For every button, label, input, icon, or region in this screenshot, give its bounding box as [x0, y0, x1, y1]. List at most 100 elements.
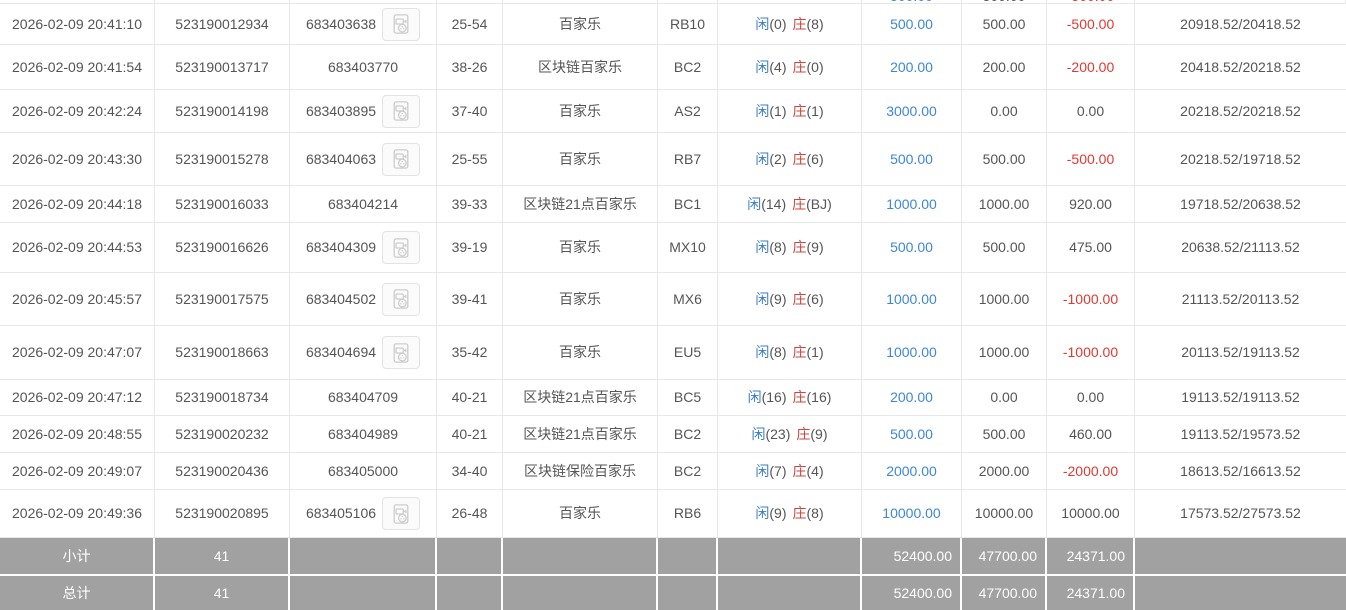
bet-amount-link[interactable]: 200.00	[890, 58, 933, 75]
video-replay-icon	[393, 289, 409, 309]
table-code: MX10	[658, 223, 718, 272]
player-count: (23)	[765, 425, 791, 442]
partial-bet-text: 500.00	[890, 0, 933, 3]
table-row: 2026-02-09 20:44:18 523190016033 6834042…	[0, 186, 1346, 223]
balance-before-after: 20638.52/21113.52	[1181, 239, 1300, 256]
balance-before-after: 18613.52/16613.52	[1180, 462, 1301, 479]
player-banker-score: 闲 (0) 庄 (8)	[718, 4, 862, 44]
bet-time: 2026-02-09 20:49:36	[0, 490, 155, 537]
bet-amount-cell: 200.00	[862, 45, 962, 89]
summary-empty-cell	[503, 538, 658, 574]
order-number: 523190016626	[155, 223, 290, 272]
game-number-cell: 683403638	[290, 4, 437, 44]
video-replay-icon	[393, 149, 409, 169]
valid-amount: 1000.00	[962, 326, 1047, 379]
banker-label: 庄	[792, 344, 807, 361]
player-banker-score: 闲 (9) 庄 (6)	[718, 273, 862, 325]
video-replay-button[interactable]	[382, 497, 421, 530]
game-number: 683404989	[327, 425, 399, 442]
table-row: 2026-02-09 20:47:07 523190018663 6834046…	[0, 326, 1346, 380]
player-banker-score: 闲 (9) 庄 (8)	[718, 490, 862, 537]
game-number-cell: 683405106	[290, 490, 437, 537]
bet-amount-link[interactable]: 500.00	[890, 15, 933, 32]
valid-amount: 500.00	[962, 4, 1047, 44]
partial-cell	[155, 0, 290, 3]
video-replay-button[interactable]	[382, 7, 421, 41]
table-code: BC2	[658, 453, 718, 489]
win-loss-amount: 475.00	[1047, 223, 1135, 272]
player-count: (14)	[761, 195, 787, 212]
banker-count: (6)	[806, 290, 824, 307]
bet-amount-cell: 200.00	[862, 380, 962, 415]
summary-count: 41	[155, 538, 290, 574]
bet-amount-cell: 3000.00	[862, 90, 962, 132]
video-replay-button[interactable]	[382, 94, 421, 128]
player-banker-score: 闲 (7) 庄 (4)	[718, 453, 862, 489]
player-label: 闲	[755, 150, 770, 167]
bet-amount-link[interactable]: 200.00	[890, 389, 933, 406]
video-replay-button[interactable]	[382, 336, 421, 369]
summary-winloss-total: 24371.00	[1047, 538, 1135, 574]
bet-time: 2026-02-09 20:41:10	[0, 4, 155, 44]
video-replay-button[interactable]	[382, 282, 421, 316]
player-count: (16)	[761, 389, 787, 406]
partial-valid-text: 500.00	[983, 0, 1026, 3]
bet-amount-link[interactable]: 500.00	[890, 150, 933, 167]
game-type: 百家乐	[503, 326, 658, 379]
banker-label: 庄	[792, 290, 807, 307]
banker-label: 庄	[792, 102, 807, 119]
bet-amount-link[interactable]: 10000.00	[882, 505, 941, 522]
banker-count: (8)	[806, 505, 824, 522]
game-number: 683405000	[327, 462, 399, 479]
bet-amount-link[interactable]: 500.00	[890, 239, 933, 256]
table-code: EU5	[658, 326, 718, 379]
player-label: 闲	[755, 462, 770, 479]
player-count: (9)	[769, 505, 787, 522]
win-loss-amount: -200.00	[1047, 45, 1135, 89]
video-replay-button[interactable]	[382, 231, 421, 264]
summary-empty-cell	[658, 576, 718, 610]
table-row: 2026-02-09 20:47:12 523190018734 6834047…	[0, 380, 1346, 416]
table-row: 2026-02-09 20:49:07 523190020436 6834050…	[0, 453, 1346, 490]
video-replay-button[interactable]	[382, 142, 421, 176]
bet-time: 2026-02-09 20:42:24	[0, 90, 155, 132]
bet-time: 2026-02-09 20:45:57	[0, 273, 155, 325]
table-row: 2026-02-09 20:41:10 523190012934 6834036…	[0, 4, 1346, 45]
order-number: 523190018663	[155, 326, 290, 379]
video-replay-icon	[393, 342, 409, 363]
bet-amount-link[interactable]: 1000.00	[886, 195, 937, 212]
game-number-cell: 683403770	[290, 45, 437, 89]
partial-cell	[290, 0, 437, 3]
bet-amount-link[interactable]: 500.00	[890, 425, 933, 442]
game-number-cell: 683404502	[290, 273, 437, 325]
bet-amount-link[interactable]: 1000.00	[886, 344, 937, 361]
win-loss-amount: 460.00	[1047, 416, 1135, 452]
game-type: 百家乐	[503, 273, 658, 325]
bet-amount-cell: 10000.00	[862, 490, 962, 537]
bet-amount-cell: 500.00	[862, 416, 962, 452]
order-number: 523190020895	[155, 490, 290, 537]
game-result: 34-40	[437, 453, 503, 489]
bet-amount-cell: 500.00	[862, 223, 962, 272]
banker-count: (16)	[806, 389, 832, 406]
bet-amount-link[interactable]: 3000.00	[886, 102, 937, 119]
banker-count: (BJ)	[806, 195, 832, 212]
player-count: (1)	[769, 102, 787, 119]
partial-cell	[0, 0, 155, 3]
banker-label: 庄	[792, 15, 807, 32]
video-replay-icon	[393, 503, 409, 524]
bet-amount-link[interactable]: 1000.00	[886, 290, 937, 307]
bet-time: 2026-02-09 20:48:55	[0, 416, 155, 452]
table-row: 2026-02-09 20:43:30 523190015278 6834040…	[0, 133, 1346, 186]
player-banker-score: 闲 (4) 庄 (0)	[718, 45, 862, 89]
game-number-cell: 683403895	[290, 90, 437, 132]
player-count: (0)	[769, 15, 787, 32]
banker-label: 庄	[792, 389, 807, 406]
player-label: 闲	[755, 290, 770, 307]
win-loss-amount: -500.00	[1047, 133, 1135, 185]
table-row: 2026-02-09 20:42:24 523190014198 6834038…	[0, 90, 1346, 133]
order-number: 523190020232	[155, 416, 290, 452]
table-row: 2026-02-09 20:41:54 523190013717 6834037…	[0, 45, 1346, 90]
bet-amount-link[interactable]: 2000.00	[886, 462, 937, 479]
player-banker-score: 闲 (1) 庄 (1)	[718, 90, 862, 132]
